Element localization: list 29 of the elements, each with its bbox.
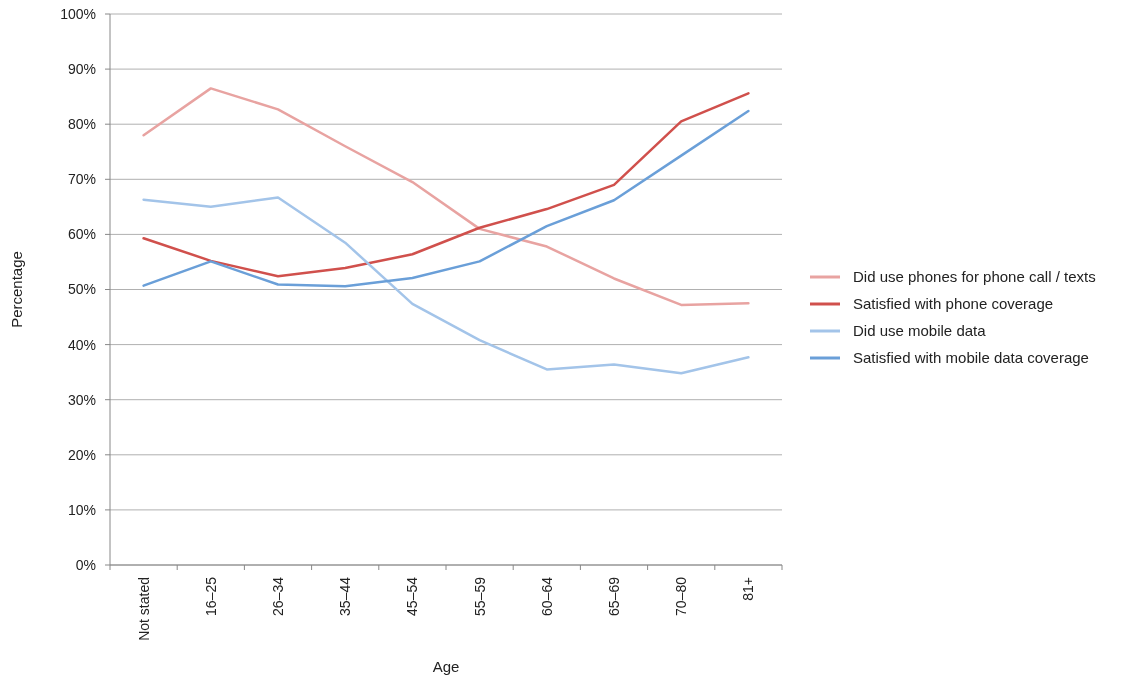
y-tick-label: 70% xyxy=(67,171,96,188)
y-tick-label: 50% xyxy=(67,281,96,298)
y-tick-label: 90% xyxy=(67,61,96,77)
x-tick-label: 16–25 xyxy=(202,576,219,616)
x-tick-label: 35–44 xyxy=(337,576,354,616)
x-tick-label: Not stated xyxy=(135,577,152,641)
legend-label: Did use phones for phone call / texts xyxy=(853,268,1096,286)
y-tick-label: 40% xyxy=(67,336,96,353)
y-tick-label: 80% xyxy=(67,116,96,133)
legend-label: Satisfied with mobile data coverage xyxy=(853,349,1089,367)
legend-label: Satisfied with phone coverage xyxy=(853,295,1054,313)
x-tick-label: 65–69 xyxy=(605,576,622,616)
x-tick-label: 45–54 xyxy=(404,576,421,616)
x-tick-label: 70–80 xyxy=(673,576,690,616)
line-series xyxy=(142,87,750,307)
y-axis-title: Percentage xyxy=(8,251,25,328)
x-axis-title: Age xyxy=(432,658,460,675)
y-tick-label: 60% xyxy=(67,226,96,243)
y-tick-label: 30% xyxy=(67,391,96,408)
x-tick-label: 60–64 xyxy=(538,576,555,616)
legend-label: Did use mobile data xyxy=(853,322,987,340)
y-tick-label: 0% xyxy=(75,556,96,573)
y-tick-label: 20% xyxy=(67,446,96,463)
y-tick-label: 10% xyxy=(67,501,96,518)
line-series xyxy=(142,196,750,375)
x-tick-label: 26–34 xyxy=(269,576,286,616)
y-tick-label: 100% xyxy=(60,5,96,22)
x-tick-label: 81+ xyxy=(740,577,757,601)
x-tick-label: 55–59 xyxy=(471,576,488,616)
